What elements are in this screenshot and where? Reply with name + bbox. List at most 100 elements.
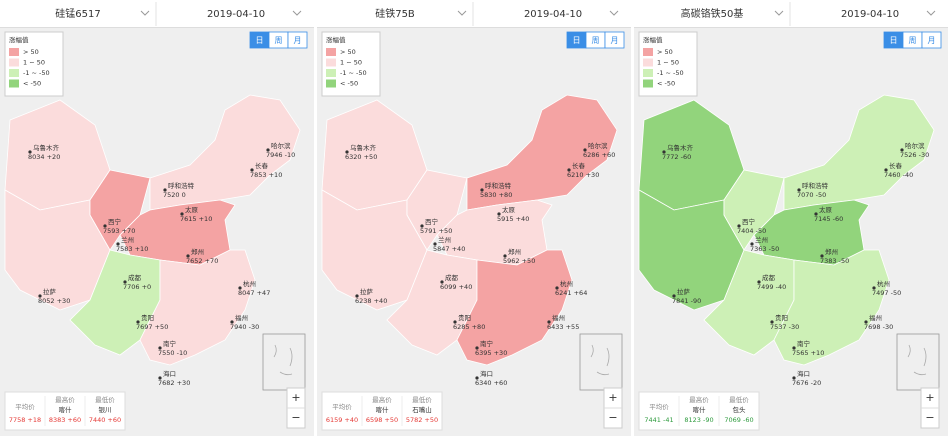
city-dot [792, 376, 796, 380]
city-name: 郑州 [825, 248, 838, 256]
city-dot [158, 376, 162, 380]
city-name: 贵阳 [141, 313, 154, 322]
legend-label: 1 ~ 50 [340, 59, 362, 67]
product-select[interactable]: 硅锰6517 [55, 7, 100, 20]
product-select[interactable]: 高碳铬铁50基 [681, 7, 744, 20]
header [317, 0, 631, 28]
summary-label: 最高价 [372, 395, 392, 404]
city-price: 7946 -10 [266, 151, 295, 159]
date-select[interactable]: 2019-04-10 [841, 9, 899, 20]
city-dot [475, 346, 479, 350]
city-dot [158, 346, 162, 350]
zoom-out[interactable]: − [608, 411, 617, 424]
inset-box [262, 333, 306, 391]
city-dot [884, 168, 888, 172]
summary-value: 8123 -90 [684, 416, 713, 424]
legend-swatch [9, 58, 19, 67]
summary-value: 6598 +50 [366, 416, 398, 424]
city-name: 拉萨 [360, 287, 374, 296]
city-name: 杭州 [560, 279, 573, 288]
city-dot [567, 168, 571, 172]
summary-label: 平均价 [332, 402, 352, 411]
city-price: 7676 -20 [792, 379, 821, 387]
legend-swatch [643, 58, 653, 67]
summary-box [321, 391, 443, 431]
product-select[interactable]: 硅铁75B [375, 7, 415, 20]
city-dot [820, 254, 824, 258]
legend-swatch [326, 69, 336, 77]
date-select[interactable]: 2019-04-10 [207, 9, 265, 20]
city-price: 7404 -50 [737, 227, 766, 235]
city-price: 8034 +20 [28, 153, 60, 161]
legend-swatch [326, 79, 336, 88]
chevron [609, 10, 619, 16]
city-name: 西宁 [425, 217, 439, 226]
city-name: 南宁 [163, 339, 177, 348]
zoom-out[interactable]: − [291, 411, 300, 424]
zoom-out[interactable]: − [925, 411, 934, 424]
inset-islands [907, 344, 927, 376]
summary-value: 7440 +60 [89, 416, 121, 424]
city-price: 6210 +30 [567, 171, 599, 179]
summary-label: 最低价 [729, 395, 749, 404]
city-price: 7537 -30 [770, 323, 799, 331]
city-price: 7070 -50 [797, 191, 826, 199]
city-name: 乌鲁木齐 [350, 143, 377, 152]
inset-box [896, 333, 940, 391]
city-dot [38, 294, 42, 298]
province-region [703, 249, 795, 356]
date-select[interactable]: 2019-04-10 [524, 9, 582, 20]
city-name: 长春 [889, 161, 903, 170]
period-tab[interactable] [604, 31, 625, 49]
summary-value: 7069 -60 [724, 416, 753, 424]
summary-label: 最高价 [689, 395, 709, 404]
city-name: 长春 [572, 161, 586, 170]
city-price: 7383 -50 [820, 257, 849, 265]
city-name: 福州 [235, 313, 248, 322]
city-name: 拉萨 [677, 287, 691, 296]
inset-islands [590, 344, 610, 376]
city-price: 7841 -90 [672, 297, 701, 305]
city-price: 7652 +70 [186, 257, 218, 265]
period-tab[interactable] [921, 31, 942, 49]
city-price: 7682 +30 [158, 379, 190, 387]
legend-label: -1 ~ -50 [23, 69, 50, 77]
province-region [436, 199, 553, 266]
city-price: 7593 +70 [103, 227, 135, 235]
city-price: 6433 +55 [547, 323, 579, 331]
period-tab[interactable] [287, 31, 308, 49]
city-dot [440, 280, 444, 284]
period-tab-label: 月 [611, 36, 619, 45]
legend-swatch [326, 48, 336, 56]
chevron [926, 10, 936, 16]
city-price: 7145 -60 [814, 215, 843, 223]
city-price: 8052 +30 [38, 297, 70, 305]
city-name: 成都 [762, 273, 776, 282]
zoom-in[interactable]: + [291, 391, 300, 404]
city-dot [345, 150, 349, 154]
period-tab-label: 日 [256, 36, 264, 45]
legend-swatch [9, 48, 19, 56]
city-dot [792, 346, 796, 350]
city-dot [116, 242, 120, 246]
summary-city: 喀什 [376, 405, 390, 414]
zoom-in[interactable]: + [608, 391, 617, 404]
zoom-in[interactable]: + [925, 391, 934, 404]
summary-value: 8383 +60 [49, 416, 81, 424]
legend-swatch [9, 79, 19, 88]
legend-title: 涨幅值 [9, 35, 29, 44]
legend-label: -1 ~ -50 [340, 69, 367, 77]
city-name: 呼和浩特 [485, 181, 512, 190]
city-name: 海口 [480, 369, 493, 378]
city-name: 海口 [797, 369, 810, 378]
legend-swatch [326, 58, 336, 67]
city-dot [250, 168, 254, 172]
summary-value: 5782 +50 [406, 416, 438, 424]
city-dot [757, 280, 761, 284]
city-name: 呼和浩特 [802, 181, 829, 190]
city-price: 7940 -30 [230, 323, 259, 331]
summary-label: 平均价 [15, 402, 35, 411]
city-dot [547, 320, 551, 324]
legend-label: > 50 [340, 48, 356, 56]
summary-city: 包头 [733, 405, 747, 414]
